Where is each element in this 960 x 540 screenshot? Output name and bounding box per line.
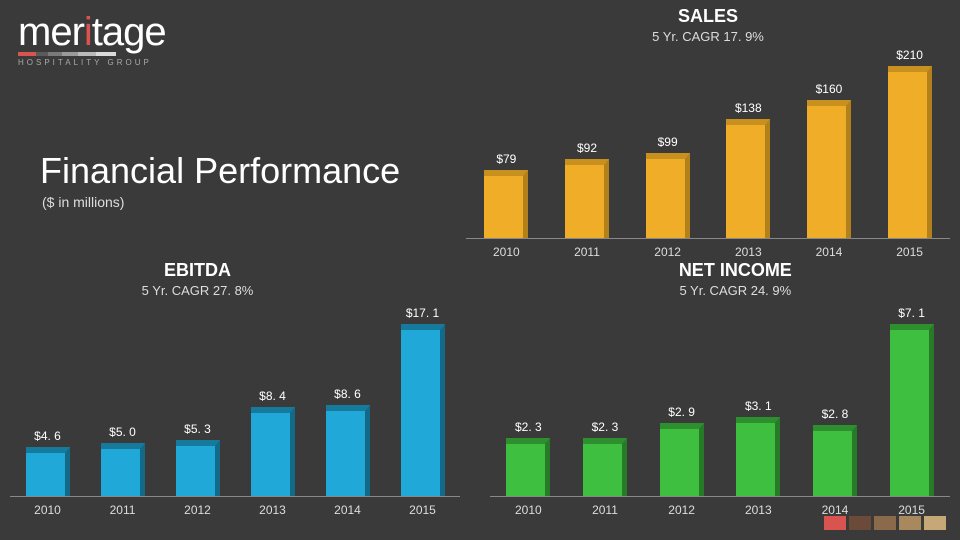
bar-wrap: $2. 9 (643, 306, 720, 496)
chart-cagr: 5 Yr. CAGR 17. 9% (466, 29, 950, 44)
xaxis-tick: 2015 (873, 503, 950, 517)
xaxis-tick: 2010 (490, 503, 567, 517)
bar-value-label: $8. 6 (334, 387, 361, 401)
xaxis-tick: 2012 (643, 503, 720, 517)
logo-wordmark: meritage (18, 14, 166, 50)
bar-wrap: $5. 3 (160, 306, 235, 496)
bar-value-label: $99 (658, 135, 678, 149)
bar-wrap: $8. 6 (310, 306, 385, 496)
bar-value-label: $79 (496, 152, 516, 166)
bar (506, 438, 550, 496)
xaxis-tick: 2013 (235, 503, 310, 517)
xaxis-tick: 2013 (720, 503, 797, 517)
xaxis-tick: 2011 (567, 503, 644, 517)
bar-value-label: $7. 1 (898, 306, 925, 320)
xaxis-tick: 2010 (10, 503, 85, 517)
bar-wrap: $92 (547, 48, 628, 238)
bar-wrap: $160 (789, 48, 870, 238)
bar (646, 153, 690, 239)
bar (565, 159, 609, 238)
bar (484, 170, 528, 238)
xaxis-tick: 2014 (797, 503, 874, 517)
chart-title: SALES (466, 6, 950, 27)
chart-title: NET INCOME (582, 260, 889, 281)
bar-wrap: $4. 6 (10, 306, 85, 496)
sales-chart: SALES5 Yr. CAGR 17. 9%$79$92$99$138$160$… (466, 6, 950, 246)
bar (401, 324, 445, 496)
bar-wrap: $210 (869, 48, 950, 238)
xaxis-tick: 2014 (789, 245, 870, 259)
logo-subtitle: HOSPITALITY GROUP (18, 58, 166, 67)
bar (807, 100, 851, 238)
bar-value-label: $2. 3 (592, 420, 619, 434)
bar (101, 443, 145, 496)
bar-value-label: $92 (577, 141, 597, 155)
bar-value-label: $2. 8 (822, 407, 849, 421)
chart-title: EBITDA (48, 260, 348, 281)
xaxis-tick: 2014 (310, 503, 385, 517)
bar-value-label: $5. 0 (109, 425, 136, 439)
netincome-chart: $2. 3$2. 3$2. 9$3. 1$2. 8$7. 12010201120… (490, 260, 950, 518)
bar-wrap: $3. 1 (720, 306, 797, 496)
swatch (824, 516, 846, 530)
xaxis-tick: 2011 (547, 245, 628, 259)
xaxis-tick: 2011 (85, 503, 160, 517)
swatch (874, 516, 896, 530)
xaxis-tick: 2010 (466, 245, 547, 259)
chart-xaxis: 201020112012201320142015 (466, 245, 950, 259)
bar (890, 324, 934, 496)
page-subtitle: ($ in millions) (42, 194, 400, 210)
swatch (899, 516, 921, 530)
chart-plot: $2. 3 $2. 3 $2. 9 $3. 1 $2. 8 $7. 1 (490, 306, 950, 497)
page-heading: Financial Performance ($ in millions) (40, 150, 400, 210)
xaxis-tick: 2015 (385, 503, 460, 517)
xaxis-tick: 2012 (160, 503, 235, 517)
bar-wrap: $7. 1 (873, 306, 950, 496)
bar-value-label: $5. 3 (184, 422, 211, 436)
bar-value-label: $4. 6 (34, 429, 61, 443)
bar-wrap: $79 (466, 48, 547, 238)
bar-wrap: $138 (708, 48, 789, 238)
chart-xaxis: 201020112012201320142015 (10, 503, 460, 517)
bar (726, 119, 770, 238)
chart-cagr: 5 Yr. CAGR 27. 8% (48, 283, 348, 298)
bar (326, 405, 370, 496)
bar-value-label: $3. 1 (745, 399, 772, 413)
bar (251, 407, 295, 496)
page-title: Financial Performance (40, 150, 400, 192)
swatch (849, 516, 871, 530)
bar-value-label: $210 (896, 48, 923, 62)
bar-value-label: $160 (816, 82, 843, 96)
bar (26, 447, 70, 496)
bar-value-label: $8. 4 (259, 389, 286, 403)
bar-value-label: $2. 3 (515, 420, 542, 434)
bar (176, 440, 220, 496)
bar-value-label: $17. 1 (406, 306, 439, 320)
xaxis-tick: 2013 (708, 245, 789, 259)
bar (888, 66, 932, 238)
bar (813, 425, 857, 496)
ebitda-chart: $4. 6$5. 0$5. 3$8. 4$8. 6$17. 1201020112… (10, 260, 460, 518)
bar-value-label: $138 (735, 101, 762, 115)
xaxis-tick: 2015 (869, 245, 950, 259)
chart-xaxis: 201020112012201320142015 (490, 503, 950, 517)
color-swatches (821, 516, 946, 530)
bar-wrap: $5. 0 (85, 306, 160, 496)
bar-wrap: $2. 3 (567, 306, 644, 496)
bar-wrap: $17. 1 (385, 306, 460, 496)
bar-value-label: $2. 9 (668, 405, 695, 419)
bar (583, 438, 627, 496)
chart-plot: $4. 6 $5. 0 $5. 3 $8. 4 $8. 6 $17. 1 (10, 306, 460, 497)
swatch (924, 516, 946, 530)
logo: meritage HOSPITALITY GROUP (18, 14, 166, 67)
bar (660, 423, 704, 496)
chart-cagr: 5 Yr. CAGR 24. 9% (582, 283, 889, 298)
chart-plot: $79 $92 $99 $138 $160 $210 (466, 48, 950, 239)
xaxis-tick: 2012 (627, 245, 708, 259)
bar-wrap: $8. 4 (235, 306, 310, 496)
bar-wrap: $2. 8 (797, 306, 874, 496)
bar-wrap: $99 (627, 48, 708, 238)
bar (736, 417, 780, 496)
bar-wrap: $2. 3 (490, 306, 567, 496)
